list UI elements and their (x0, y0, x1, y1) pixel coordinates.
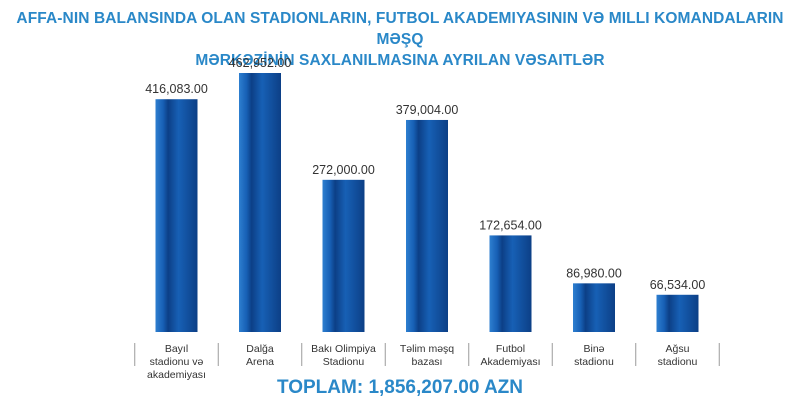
category-label: Binə (583, 343, 604, 355)
category-label: stadionu və (150, 356, 204, 368)
data-label: 416,083.00 (145, 82, 208, 96)
data-label: 272,000.00 (312, 163, 375, 177)
bar (489, 235, 532, 332)
bar (239, 73, 281, 332)
bar (322, 179, 365, 332)
data-label: 462,952.00 (229, 56, 292, 70)
category-label: akademiyası (147, 369, 206, 381)
data-label: 172,654.00 (479, 218, 542, 232)
category-label: Bakı Olimpiya (311, 343, 376, 355)
category-label: Stadionu (323, 356, 365, 368)
bar (573, 283, 615, 332)
category-label: bazası (412, 356, 443, 368)
category-label: Dalğa (246, 343, 274, 355)
category-label: stadionu (574, 356, 614, 368)
data-label: 66,534.00 (650, 278, 706, 292)
data-label: 379,004.00 (396, 103, 459, 117)
category-label: stadionu (658, 356, 698, 368)
category-label: Təlim məşq (400, 343, 454, 355)
category-label: Ağsu (666, 343, 690, 355)
chart-title: AFFA-NIN BALANSINDA OLAN STADIONLARIN, F… (0, 8, 800, 71)
chart-title-line-2: MƏRKƏZİNİN SAXLANILMASINA AYRILAN VƏSAIT… (195, 52, 605, 69)
category-label: Arena (246, 356, 274, 368)
bar (406, 119, 448, 332)
bar (155, 99, 198, 333)
chart-title-line-1: AFFA-NIN BALANSINDA OLAN STADIONLARIN, F… (16, 10, 784, 48)
category-label: Bayıl (165, 343, 188, 355)
bar (656, 294, 699, 332)
total-amount: TOPLAM: 1,856,207.00 AZN (276, 377, 524, 398)
category-label: Akademiyası (480, 356, 540, 368)
data-label: 86,980.00 (566, 266, 622, 280)
category-label: Futbol (496, 343, 525, 355)
